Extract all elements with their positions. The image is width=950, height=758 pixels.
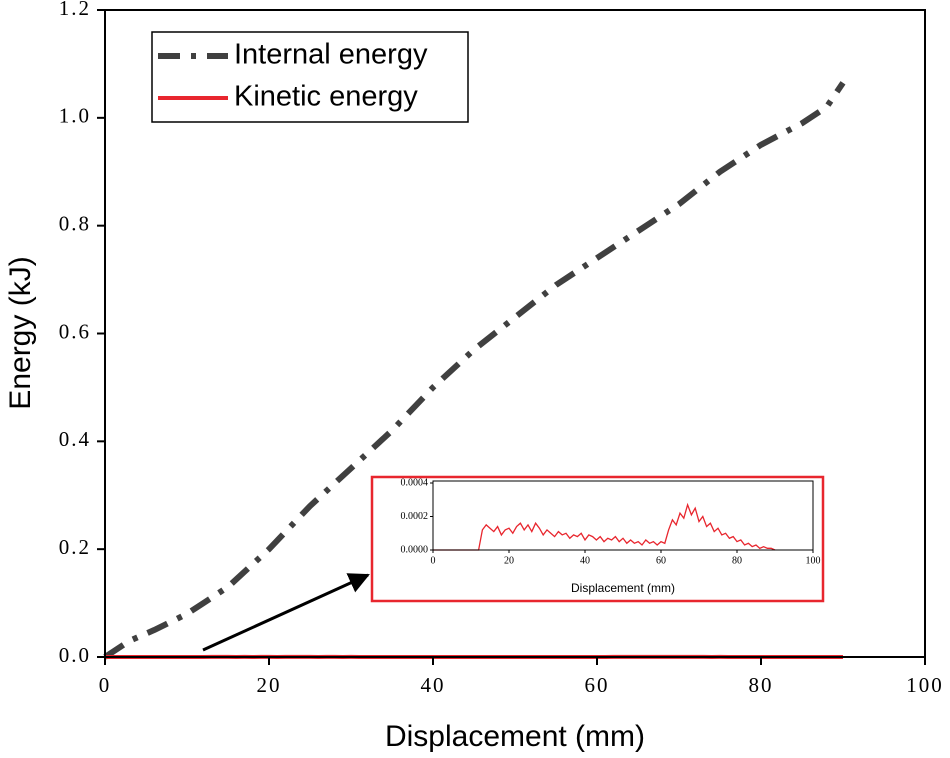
x-tick-label: 80 [749, 673, 774, 697]
inset-x-tick-label: 40 [580, 555, 590, 566]
y-tick-label: 0.2 [59, 535, 91, 559]
y-tick-label: 0.6 [59, 319, 91, 343]
y-tick-label: 0.8 [59, 211, 91, 235]
y-tick-label: 0.4 [59, 427, 91, 451]
legend-label: Internal energy [234, 39, 428, 71]
inset-x-axis-title: Displacement (mm) [571, 581, 675, 595]
x-axis-title: Displacement (mm) [385, 720, 645, 753]
x-tick-label: 40 [421, 673, 446, 697]
inset-y-tick-label: 0.0000 [401, 544, 429, 555]
x-tick-label: 60 [585, 673, 610, 697]
y-tick-label: 0.0 [59, 643, 91, 667]
inset-plot-frame [432, 480, 814, 551]
inset-line [433, 502, 776, 551]
inset-y-tick-label: 0.0002 [401, 511, 429, 522]
inset-x-tick-label: 80 [732, 555, 742, 566]
data-line [103, 81, 846, 660]
y-axis-title: Energy (kJ) [4, 256, 37, 409]
inset-x-tick-label: 20 [504, 555, 514, 566]
inset-y-tick-label: 0.0004 [401, 477, 429, 488]
x-tick-label: 20 [257, 673, 282, 697]
inset-x-tick-label: 60 [656, 555, 666, 566]
inset-x-tick-label: 100 [806, 555, 821, 566]
legend-box [151, 31, 469, 123]
x-tick-label: 0 [99, 673, 112, 697]
inset-x-tick-label: 0 [431, 555, 436, 566]
y-tick-label: 1.0 [59, 104, 91, 128]
annotation-arrow [202, 573, 370, 652]
legend-label: Kinetic energy [234, 81, 418, 113]
x-tick-label: 100 [906, 673, 944, 697]
y-tick-label: 1.2 [59, 0, 91, 20]
